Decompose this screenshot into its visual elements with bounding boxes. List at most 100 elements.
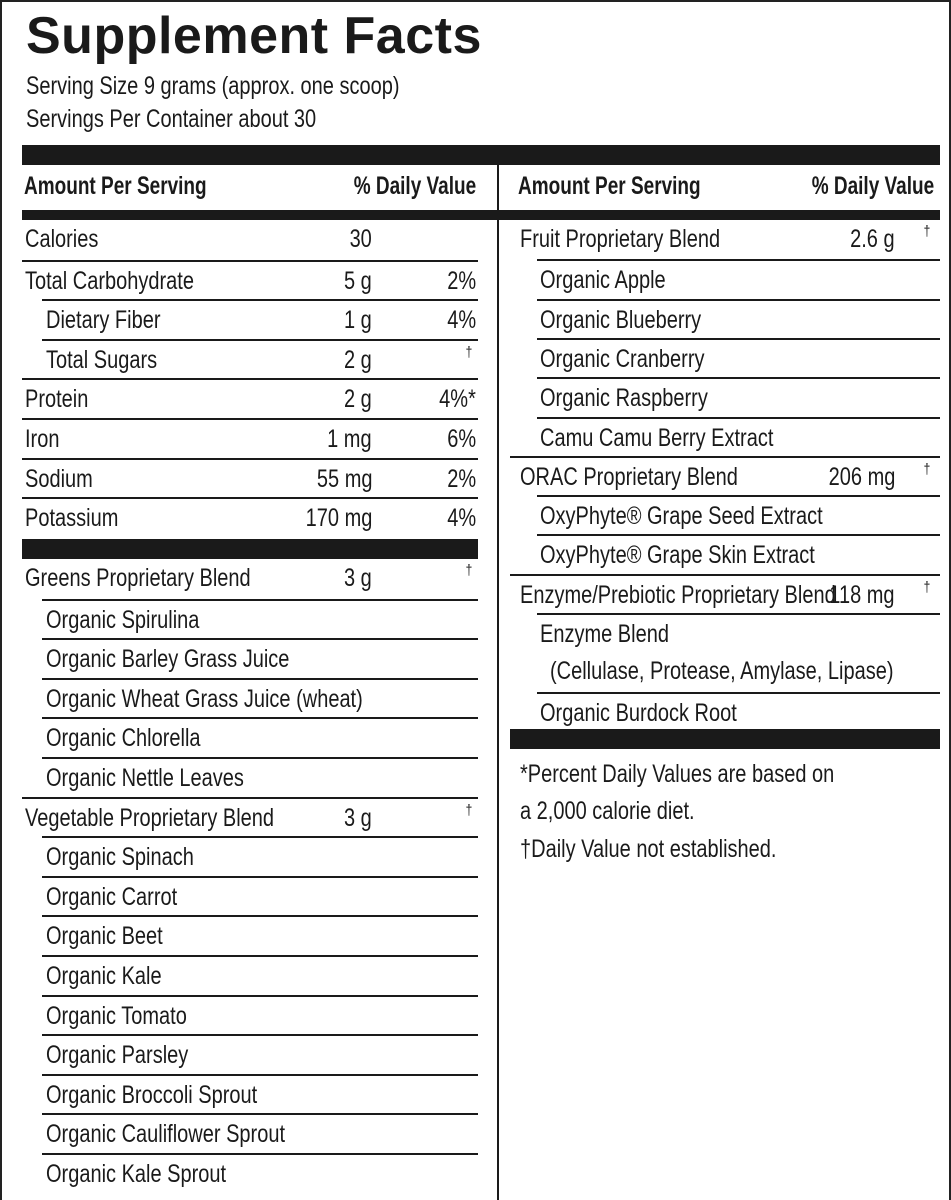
daily-value: 4%*	[439, 385, 476, 414]
nutrient-name: Enzyme Blend	[540, 620, 669, 648]
nutrient-row: Greens Proprietary Blend 3 g †	[22, 559, 478, 599]
nutrient-amount: 2 g	[344, 345, 372, 374]
nutrient-name: Enzyme/Prebiotic Proprietary Blend	[520, 580, 836, 609]
dagger-mark: †	[923, 460, 930, 478]
nutrient-row: Total Sugars 2 g †	[42, 338, 478, 379]
nutrient-amount: 55 mg	[316, 464, 372, 493]
nutrient-row: Organic Kale Sprout	[42, 1153, 478, 1193]
nutrient-name: Organic Burdock Root	[540, 698, 737, 727]
nutrient-row: Organic Barley Grass Juice	[42, 638, 478, 678]
nutrient-row: Organic Nettle Leaves	[42, 757, 478, 797]
left-header: Amount Per Serving % Daily Value	[24, 168, 478, 208]
nutrient-name: Fruit Proprietary Blend	[520, 225, 721, 253]
nutrient-row: Organic Burdock Root	[537, 691, 940, 732]
label-title: Supplement Facts	[26, 7, 482, 65]
nutrient-row: Organic Spinach	[42, 836, 478, 876]
nutrient-row: Organic Apple	[537, 259, 940, 299]
right-header-dv: % Daily Value	[811, 172, 934, 200]
nutrient-name: Organic Parsley	[46, 1041, 189, 1070]
nutrient-row: Dietary Fiber 1 g 4%	[42, 299, 478, 339]
nutrient-name: Organic Beet	[46, 922, 163, 951]
header-thick-bar	[22, 210, 940, 220]
nutrient-row: Enzyme/Prebiotic Proprietary Blend 118 mg…	[510, 573, 940, 614]
nutrient-row: ORAC Proprietary Blend 206 mg †	[510, 455, 940, 496]
nutrient-name: Organic Spirulina	[46, 605, 200, 634]
nutrient-amount: 2 g	[344, 385, 372, 414]
dagger-mark: †	[465, 801, 472, 819]
nutrient-name: Organic Raspberry	[540, 384, 708, 413]
nutrient-name: Organic Broccoli Sprout	[46, 1080, 258, 1109]
nutrient-amount: 170 mg	[305, 504, 372, 533]
dagger-mark: †	[923, 223, 930, 240]
nutrient-row: Organic Spirulina	[42, 598, 478, 639]
nutrient-row: Organic Cauliflower Sprout	[42, 1113, 478, 1153]
nutrient-row: Organic Raspberry	[537, 377, 940, 417]
nutrient-name: Organic Spinach	[46, 843, 194, 872]
nutrient-name: Organic Wheat Grass Juice (wheat)	[46, 684, 363, 713]
nutrient-row: OxyPhyte® Grape Skin Extract	[537, 534, 940, 574]
nutrient-row: Organic Kale	[42, 955, 478, 995]
nutrient-row: Camu Camu Berry Extract	[537, 416, 940, 457]
servings-per-container: Servings Per Container about 30	[26, 105, 317, 133]
nutrient-name: ORAC Proprietary Blend	[520, 462, 738, 491]
daily-value: 4%	[447, 504, 476, 533]
left-header-amount: Amount Per Serving	[24, 172, 207, 200]
top-thick-bar	[22, 145, 940, 165]
nutrient-amount: 3 g	[344, 564, 372, 592]
nutrient-row: Sodium 55 mg 2%	[22, 457, 478, 498]
dagger-mark: †	[465, 343, 472, 361]
nutrient-row: Iron 1 mg 6%	[22, 418, 478, 458]
right-header-amount: Amount Per Serving	[518, 172, 701, 200]
daily-value: 4%	[447, 306, 476, 335]
nutrient-amount: 1 mg	[327, 425, 372, 453]
nutrient-name: Organic Kale	[46, 962, 162, 990]
daily-value: 6%	[447, 425, 476, 453]
daily-value: 2%	[447, 266, 476, 295]
nutrient-row: Protein 2 g 4%*	[22, 378, 478, 418]
right-bottom-thick-bar	[510, 729, 940, 749]
nutrient-name: Organic Tomato	[46, 1001, 187, 1030]
column-divider	[497, 164, 499, 1200]
serving-size: Serving Size 9 grams (approx. one scoop)	[26, 72, 400, 100]
nutrient-amount: 206 mg	[828, 462, 895, 491]
left-mid-thick-bar	[22, 539, 478, 559]
right-header: Amount Per Serving % Daily Value	[518, 168, 934, 208]
nutrient-name: Organic Chlorella	[46, 724, 201, 753]
nutrient-amount: 118 mg	[829, 580, 895, 609]
nutrient-name: Organic Apple	[540, 266, 666, 295]
nutrient-amount: 30	[349, 225, 372, 253]
nutrient-name: Organic Kale Sprout	[46, 1160, 227, 1188]
nutrient-name: (Cellulase, Protease, Amylase, Lipase)	[550, 657, 894, 686]
nutrient-name: Vegetable Proprietary Blend	[25, 803, 275, 832]
nutrient-name: Camu Camu Berry Extract	[540, 423, 774, 452]
nutrient-amount: 1 g	[344, 306, 372, 335]
nutrient-row: OxyPhyte® Grape Seed Extract	[537, 495, 940, 535]
footnote-percent-dv: *Percent Daily Values are based on	[520, 760, 835, 788]
nutrient-name: Organic Nettle Leaves	[46, 764, 244, 792]
nutrient-name: Calories	[25, 225, 99, 253]
nutrient-name: Organic Carrot	[46, 882, 178, 911]
nutrient-row: Organic Chlorella	[42, 717, 478, 757]
nutrient-row: Calories 30	[22, 220, 478, 260]
nutrient-row: Organic Broccoli Sprout	[42, 1073, 478, 1114]
nutrient-row: Total Carbohydrate 5 g 2%	[22, 259, 478, 300]
nutrient-name: Dietary Fiber	[46, 306, 161, 335]
nutrient-name: Organic Cauliflower Sprout	[46, 1120, 285, 1149]
nutrient-name: Sodium	[25, 464, 93, 493]
footnote-dv-not-established: †Daily Value not established.	[520, 835, 777, 863]
nutrient-name: OxyPhyte® Grape Seed Extract	[540, 502, 823, 531]
nutrient-amount: 2.6 g	[850, 225, 895, 253]
nutrient-name: Total Carbohydrate	[25, 266, 194, 295]
nutrient-name: Total Sugars	[46, 345, 158, 374]
nutrient-name: Organic Blueberry	[540, 305, 702, 334]
nutrient-row: Potassium 170 mg 4%	[22, 497, 478, 537]
nutrient-amount: 5 g	[344, 266, 372, 295]
left-header-dv: % Daily Value	[353, 172, 476, 200]
nutrient-name: Organic Cranberry	[540, 344, 705, 373]
nutrient-row: Enzyme Blend	[537, 613, 940, 653]
daily-value: 2%	[447, 464, 476, 493]
nutrient-name: Protein	[25, 385, 89, 414]
footnote-calorie-diet: a 2,000 calorie diet.	[520, 797, 695, 825]
nutrient-name: Iron	[25, 425, 60, 453]
